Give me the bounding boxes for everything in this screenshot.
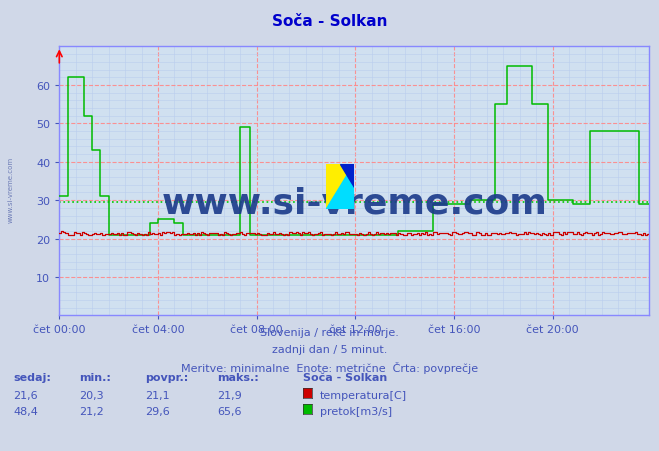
- Text: 21,2: 21,2: [79, 406, 104, 416]
- Text: 29,6: 29,6: [145, 406, 170, 416]
- Text: temperatura[C]: temperatura[C]: [320, 390, 407, 400]
- Text: min.:: min.:: [79, 372, 111, 382]
- Text: Soča - Solkan: Soča - Solkan: [303, 372, 387, 382]
- Text: Soča - Solkan: Soča - Solkan: [272, 14, 387, 28]
- Text: Slovenija / reke in morje.: Slovenija / reke in morje.: [260, 327, 399, 337]
- Text: sedaj:: sedaj:: [13, 372, 51, 382]
- Text: 48,4: 48,4: [13, 406, 38, 416]
- Text: www.si-vreme.com: www.si-vreme.com: [8, 156, 14, 222]
- Text: povpr.:: povpr.:: [145, 372, 188, 382]
- Text: pretok[m3/s]: pretok[m3/s]: [320, 406, 391, 416]
- Polygon shape: [326, 165, 354, 210]
- Text: www.si-vreme.com: www.si-vreme.com: [161, 186, 547, 220]
- Text: maks.:: maks.:: [217, 372, 259, 382]
- Polygon shape: [326, 165, 354, 210]
- Text: 20,3: 20,3: [79, 390, 103, 400]
- Text: zadnji dan / 5 minut.: zadnji dan / 5 minut.: [272, 344, 387, 354]
- Text: 21,1: 21,1: [145, 390, 169, 400]
- Text: 21,9: 21,9: [217, 390, 243, 400]
- Polygon shape: [340, 165, 354, 187]
- Text: Meritve: minimalne  Enote: metrične  Črta: povprečje: Meritve: minimalne Enote: metrične Črta:…: [181, 361, 478, 373]
- Text: 65,6: 65,6: [217, 406, 242, 416]
- Text: 21,6: 21,6: [13, 390, 38, 400]
